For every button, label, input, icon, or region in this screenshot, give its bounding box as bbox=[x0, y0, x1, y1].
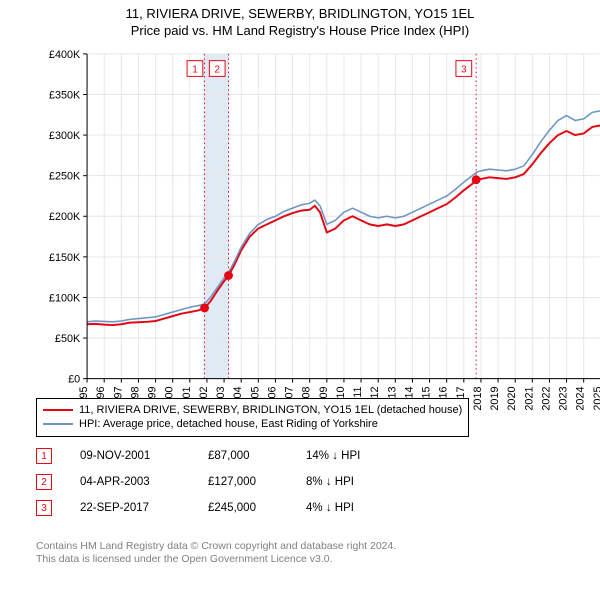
marker-label-3: 3 bbox=[456, 61, 472, 77]
y-tick-label: £100K bbox=[49, 292, 81, 304]
annotation-delta: 14% ↓ HPI bbox=[306, 450, 406, 462]
svg-text:3: 3 bbox=[461, 64, 467, 75]
annotation-date: 04-APR-2003 bbox=[80, 476, 180, 488]
annotation-num-box: 1 bbox=[36, 448, 52, 464]
chart-plot-area: £0£50K£100K£150K£200K£250K£300K£350K£400… bbox=[50, 48, 586, 378]
legend-swatch bbox=[43, 423, 73, 425]
annotation-delta: 8% ↓ HPI bbox=[306, 476, 406, 488]
svg-text:2: 2 bbox=[214, 64, 219, 75]
legend-label: HPI: Average price, detached house, East… bbox=[79, 417, 378, 431]
annotation-row-2: 2 04-APR-2003 £127,000 8% ↓ HPI bbox=[36, 474, 406, 490]
y-tick-label: £400K bbox=[49, 49, 81, 61]
title-line1: 11, RIVIERA DRIVE, SEWERBY, BRIDLINGTON,… bbox=[0, 6, 600, 23]
x-tick-label: 2019 bbox=[489, 387, 501, 411]
y-tick-label: £200K bbox=[49, 211, 81, 223]
x-tick-label: 2024 bbox=[575, 387, 587, 411]
marker-label-1: 1 bbox=[187, 61, 203, 77]
annotation-date: 09-NOV-2001 bbox=[80, 450, 180, 462]
annotation-delta: 4% ↓ HPI bbox=[306, 502, 406, 514]
y-tick-label: £0 bbox=[68, 374, 80, 386]
chart-container: 11, RIVIERA DRIVE, SEWERBY, BRIDLINGTON,… bbox=[0, 0, 600, 590]
annotation-num-box: 3 bbox=[36, 500, 52, 516]
x-tick-label: 2020 bbox=[506, 387, 518, 411]
title-line2: Price paid vs. HM Land Registry's House … bbox=[0, 23, 600, 40]
marker-label-2: 2 bbox=[209, 61, 225, 77]
y-tick-label: £350K bbox=[49, 89, 81, 101]
legend-row-property: 11, RIVIERA DRIVE, SEWERBY, BRIDLINGTON,… bbox=[43, 403, 462, 417]
annotation-price: £87,000 bbox=[208, 450, 278, 462]
annotation-row-3: 3 22-SEP-2017 £245,000 4% ↓ HPI bbox=[36, 500, 406, 516]
legend-swatch bbox=[43, 409, 73, 411]
x-tick-label: 2018 bbox=[472, 387, 484, 411]
x-tick-label: 2025 bbox=[592, 387, 600, 411]
y-tick-label: £50K bbox=[55, 333, 81, 345]
legend: 11, RIVIERA DRIVE, SEWERBY, BRIDLINGTON,… bbox=[36, 398, 469, 437]
annotation-price: £245,000 bbox=[208, 502, 278, 514]
legend-label: 11, RIVIERA DRIVE, SEWERBY, BRIDLINGTON,… bbox=[79, 403, 462, 417]
title-block: 11, RIVIERA DRIVE, SEWERBY, BRIDLINGTON,… bbox=[0, 0, 600, 40]
annotation-num-box: 2 bbox=[36, 474, 52, 490]
y-tick-label: £250K bbox=[49, 171, 81, 183]
y-tick-label: £150K bbox=[49, 252, 81, 264]
legend-row-hpi: HPI: Average price, detached house, East… bbox=[43, 417, 462, 431]
svg-text:1: 1 bbox=[192, 64, 197, 75]
x-tick-label: 2022 bbox=[540, 387, 552, 411]
x-tick-label: 2021 bbox=[523, 387, 535, 411]
y-tick-label: £300K bbox=[49, 130, 81, 142]
annotation-row-1: 1 09-NOV-2001 £87,000 14% ↓ HPI bbox=[36, 448, 406, 464]
footer-attribution: Contains HM Land Registry data © Crown c… bbox=[36, 540, 396, 566]
footer-line2: This data is licensed under the Open Gov… bbox=[36, 553, 396, 566]
annotation-date: 22-SEP-2017 bbox=[80, 502, 180, 514]
annotation-price: £127,000 bbox=[208, 476, 278, 488]
footer-line1: Contains HM Land Registry data © Crown c… bbox=[36, 540, 396, 553]
annotation-table: 1 09-NOV-2001 £87,000 14% ↓ HPI 2 04-APR-2003… bbox=[36, 448, 406, 526]
x-tick-label: 2023 bbox=[558, 387, 570, 411]
